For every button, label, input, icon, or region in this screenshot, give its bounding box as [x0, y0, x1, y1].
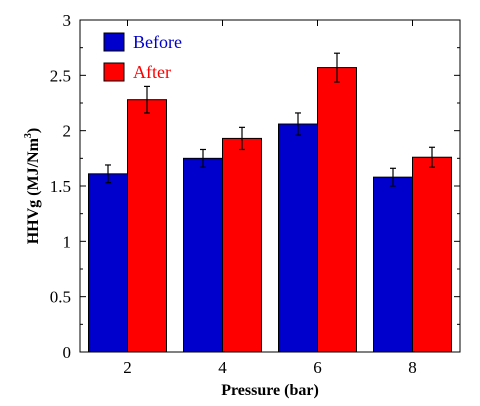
y-axis-title-main: HHVg (MJ/Nm [25, 137, 42, 244]
x-tick-label: 6 [313, 358, 322, 377]
legend-swatch-after [103, 62, 125, 82]
y-axis-title-close: ) [25, 128, 42, 133]
bar-after-8 [412, 156, 452, 353]
bar-before-6 [278, 123, 318, 353]
x-axis-title: Pressure (bar) [221, 382, 319, 399]
bar-before-2 [88, 173, 128, 353]
x-axis-ticks: 2 4 6 8 [123, 20, 417, 377]
y-tick-label: 1 [63, 232, 72, 251]
legend-label-before: Before [133, 32, 182, 52]
y-axis-title: HHVg (MJ/Nm3) [23, 128, 42, 245]
legend-swatch-before [103, 32, 125, 52]
bar-before-4 [183, 157, 223, 353]
x-tick-label: 2 [123, 358, 132, 377]
bar-before-8 [373, 176, 413, 353]
bar-after-6 [317, 67, 357, 353]
y-tick-label: 2 [63, 122, 72, 141]
y-axis-title-sup: 3 [23, 133, 34, 138]
y-tick-label: 1.5 [50, 177, 71, 196]
error-bars-group [105, 52, 435, 187]
error-bar-after-6 [334, 52, 340, 83]
y-tick-label: 2.5 [50, 66, 71, 85]
bars-group [88, 67, 452, 353]
y-tick-label: 0.5 [50, 288, 71, 307]
error-bar-after-4 [239, 126, 245, 151]
legend-label-after: After [133, 62, 171, 82]
x-tick-label: 8 [408, 358, 417, 377]
error-bar-before-8 [390, 167, 396, 187]
error-bar-before-4 [200, 148, 206, 168]
error-bar-after-2 [144, 85, 150, 114]
bar-after-4 [222, 137, 262, 353]
y-axis-ticks: 0 0.5 1 1.5 2 2.5 3 [50, 11, 460, 362]
y-tick-label: 3 [63, 11, 72, 30]
error-bar-before-6 [295, 112, 301, 136]
bar-after-2 [127, 99, 167, 353]
y-tick-label: 0 [63, 343, 72, 362]
error-bar-before-2 [105, 164, 111, 184]
legend: Before After [103, 32, 182, 82]
x-tick-label: 4 [218, 358, 227, 377]
error-bar-after-8 [429, 146, 435, 168]
